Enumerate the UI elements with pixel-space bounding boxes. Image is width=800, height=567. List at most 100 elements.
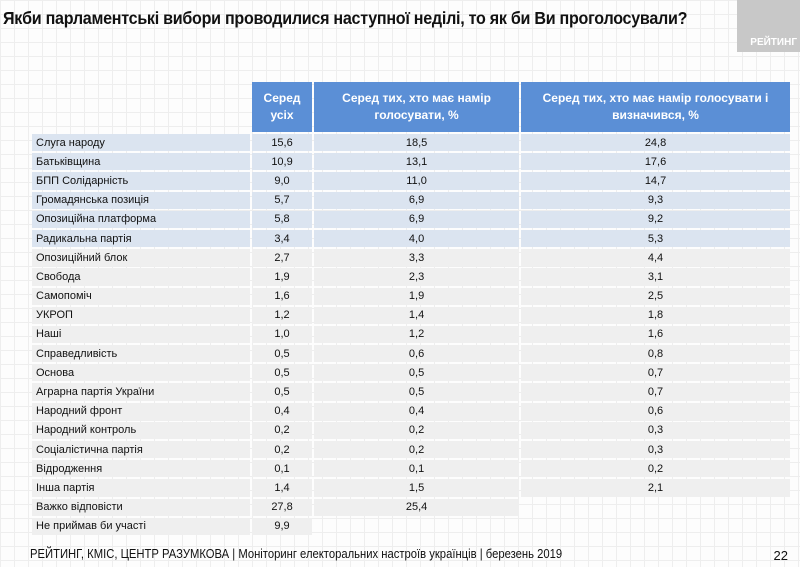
value-cell: 9,9 bbox=[252, 517, 313, 535]
value-cell: 3,1 bbox=[521, 268, 790, 286]
value-cell: 5,7 bbox=[252, 191, 313, 209]
value-cell: 0,5 bbox=[314, 383, 520, 401]
value-cell: 1,2 bbox=[314, 325, 520, 344]
value-cell: 6,9 bbox=[314, 191, 520, 209]
header-all: Серед усіх bbox=[252, 82, 313, 132]
table-row: Батьківщина 10,9 13,1 17,6 bbox=[32, 153, 790, 171]
value-cell: 9,3 bbox=[521, 191, 790, 209]
party-name: Слуга народу bbox=[32, 134, 250, 152]
value-cell: 4,4 bbox=[521, 249, 790, 267]
value-cell: 27,8 bbox=[252, 498, 313, 516]
value-cell: 1,6 bbox=[252, 287, 313, 305]
value-cell: 0,6 bbox=[521, 402, 790, 420]
value-cell: 18,5 bbox=[314, 134, 520, 152]
table-row: Народний контроль 0,2 0,2 0,3 bbox=[32, 421, 790, 439]
value-cell: 0,5 bbox=[252, 383, 313, 401]
value-cell: 1,8 bbox=[521, 306, 790, 324]
table-row: Важко відповісти 27,8 25,4 bbox=[32, 498, 790, 516]
table-row: Соціалістична партія 0,2 0,2 0,3 bbox=[32, 441, 790, 459]
table-row: Радикальна партія 3,4 4,0 5,3 bbox=[32, 229, 790, 248]
value-cell: 1,0 bbox=[252, 325, 313, 344]
value-cell: 3,3 bbox=[314, 249, 520, 267]
value-cell: 17,6 bbox=[521, 153, 790, 171]
empty-cell bbox=[521, 499, 790, 516]
table-row: Справедливість 0,5 0,6 0,8 bbox=[32, 345, 790, 363]
party-name: Опозиційний блок bbox=[32, 249, 250, 267]
value-cell: 1,5 bbox=[314, 479, 520, 497]
value-cell: 0,5 bbox=[252, 364, 313, 382]
party-name: УКРОП bbox=[32, 306, 250, 324]
value-cell: 0,5 bbox=[314, 364, 520, 382]
party-name: БПП Солідарність bbox=[32, 172, 250, 190]
table-row: Слуга народу 15,6 18,5 24,8 bbox=[32, 134, 790, 152]
value-cell: 15,6 bbox=[252, 134, 313, 152]
value-cell: 10,9 bbox=[252, 153, 313, 171]
value-cell: 3,4 bbox=[252, 229, 313, 248]
value-cell: 24,8 bbox=[521, 134, 790, 152]
value-cell: 14,7 bbox=[521, 172, 790, 190]
party-name: Народний фронт bbox=[32, 402, 250, 420]
table-row: Інша партія 1,4 1,5 2,1 bbox=[32, 479, 790, 497]
party-name: Народний контроль bbox=[32, 421, 250, 439]
poll-results-table: Серед усіх Серед тих, хто має намір голо… bbox=[30, 80, 792, 537]
party-name: Наші bbox=[32, 325, 250, 344]
empty-cell bbox=[314, 518, 519, 535]
value-cell: 0,2 bbox=[314, 441, 520, 459]
value-cell: 13,1 bbox=[314, 153, 520, 171]
page-number: 22 bbox=[773, 548, 788, 563]
value-cell: 5,3 bbox=[521, 229, 790, 248]
value-cell: 1,6 bbox=[521, 325, 790, 344]
party-name: Батьківщина bbox=[32, 153, 250, 171]
table-row: Опозиційна платформа 5,8 6,9 9,2 bbox=[32, 210, 790, 228]
party-name: Самопоміч bbox=[32, 287, 250, 305]
value-cell: 0,6 bbox=[314, 345, 520, 363]
party-name: Радикальна партія bbox=[32, 229, 250, 248]
value-cell: 0,7 bbox=[521, 364, 790, 382]
header-decided: Серед тих, хто має намір голосувати і ви… bbox=[521, 82, 790, 132]
table-row: БПП Солідарність 9,0 11,0 14,7 bbox=[32, 172, 790, 190]
value-cell: 0,7 bbox=[521, 383, 790, 401]
header-intending: Серед тих, хто має намір голосувати, % bbox=[314, 82, 520, 132]
value-cell: 0,4 bbox=[252, 402, 313, 420]
table-row: Відродження 0,1 0,1 0,2 bbox=[32, 460, 790, 478]
value-cell: 0,2 bbox=[521, 460, 790, 478]
value-cell: 0,2 bbox=[314, 421, 520, 439]
value-cell: 0,3 bbox=[521, 441, 790, 459]
value-cell: 6,9 bbox=[314, 210, 520, 228]
party-name: Не приймав би участі bbox=[32, 517, 250, 535]
table-row: Опозиційний блок 2,7 3,3 4,4 bbox=[32, 249, 790, 267]
party-name: Аграрна партія України bbox=[32, 383, 250, 401]
party-name: Інша партія bbox=[32, 479, 250, 497]
empty-cell bbox=[521, 518, 790, 535]
table-row: Самопоміч 1,6 1,9 2,5 bbox=[32, 287, 790, 305]
slide-title: Якби парламентські вибори проводилися на… bbox=[3, 8, 688, 28]
value-cell: 0,1 bbox=[252, 460, 313, 478]
value-cell: 2,1 bbox=[521, 479, 790, 497]
table-row: Основа 0,5 0,5 0,7 bbox=[32, 364, 790, 382]
value-cell: 9,2 bbox=[521, 210, 790, 228]
value-cell: 1,9 bbox=[252, 268, 313, 286]
value-cell: 2,3 bbox=[314, 268, 520, 286]
value-cell: 1,4 bbox=[252, 479, 313, 497]
party-name: Основа bbox=[32, 364, 250, 382]
value-cell: 0,1 bbox=[314, 460, 520, 478]
value-cell: 0,4 bbox=[314, 402, 520, 420]
party-name: Соціалістична партія bbox=[32, 441, 250, 459]
table-row: Свобода 1,9 2,3 3,1 bbox=[32, 268, 790, 286]
value-cell: 0,5 bbox=[252, 345, 313, 363]
value-cell: 2,7 bbox=[252, 249, 313, 267]
party-name: Свобода bbox=[32, 268, 250, 286]
table-row: Наші 1,0 1,2 1,6 bbox=[32, 325, 790, 344]
value-cell: 9,0 bbox=[252, 172, 313, 190]
value-cell: 0,2 bbox=[252, 421, 313, 439]
table-row: Не приймав би участі 9,9 bbox=[32, 517, 790, 535]
value-cell: 11,0 bbox=[314, 172, 520, 190]
party-name: Важко відповісти bbox=[32, 498, 250, 516]
value-cell: 1,9 bbox=[314, 287, 520, 305]
value-cell: 5,8 bbox=[252, 210, 313, 228]
value-cell: 0,8 bbox=[521, 345, 790, 363]
footer-source: РЕЙТИНГ, КМІС, ЦЕНТР РАЗУМКОВА | Монітор… bbox=[30, 547, 563, 561]
party-name: Відродження bbox=[32, 460, 250, 478]
table-row: Народний фронт 0,4 0,4 0,6 bbox=[32, 402, 790, 420]
header-blank bbox=[32, 82, 250, 132]
